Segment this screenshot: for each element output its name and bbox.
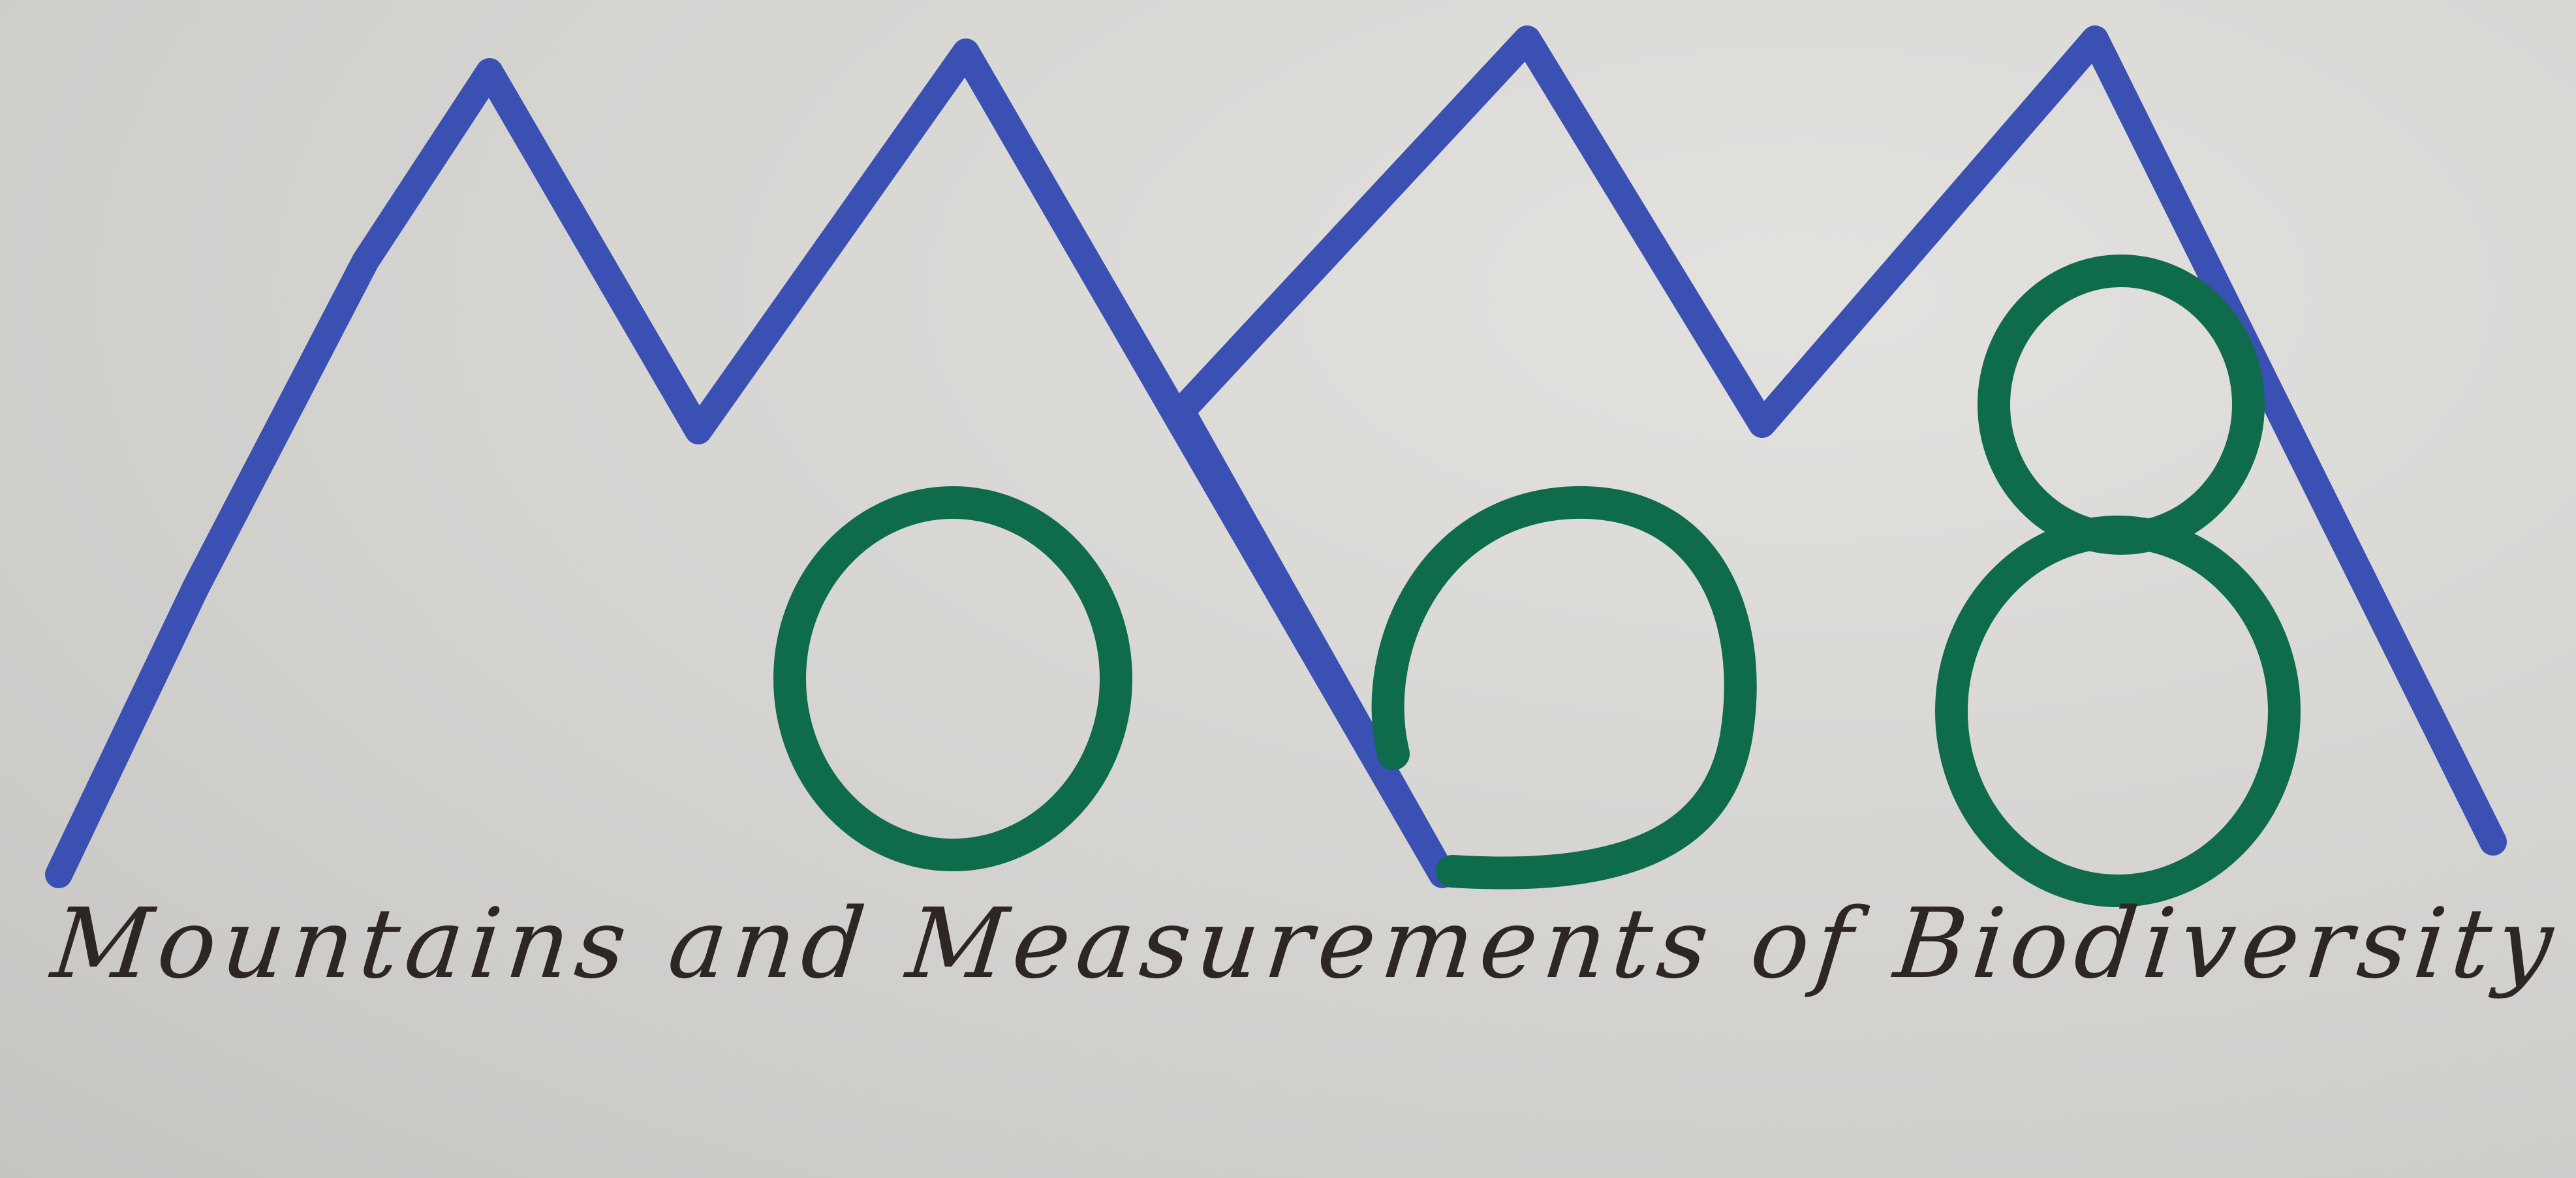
green-letter-o-second (1371, 486, 1757, 890)
green-figure-eight-top (1978, 255, 2265, 555)
green-figure-eight-bottom (1935, 516, 2301, 907)
logo-caption: Mountains and Measurements of Biodiversi… (46, 888, 2576, 1000)
mountain-range-line (45, 25, 2507, 888)
green-letter-o-first (773, 486, 1132, 871)
